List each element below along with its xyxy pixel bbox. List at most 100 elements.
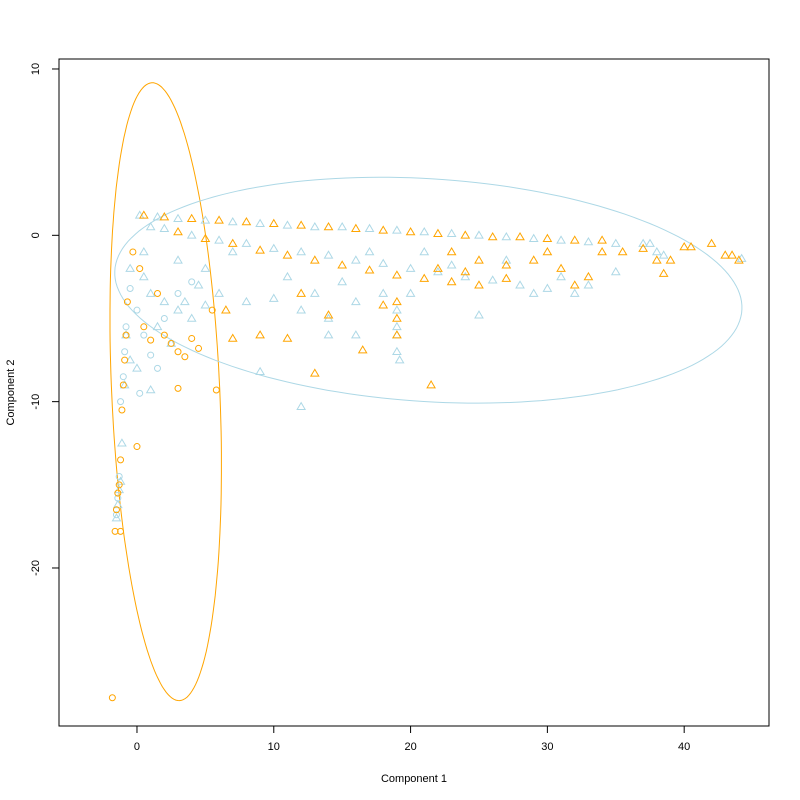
data-point-triangle <box>378 258 389 267</box>
data-point-triangle <box>446 246 457 256</box>
data-point-triangle <box>569 280 580 289</box>
data-point-circle <box>167 339 175 347</box>
data-point-triangle <box>268 218 279 227</box>
data-point-circle <box>136 265 144 273</box>
data-point-triangle <box>583 236 594 246</box>
data-point-triangle <box>658 268 669 277</box>
data-point-circle <box>112 511 120 519</box>
data-point-triangle <box>200 215 211 224</box>
data-point-circle <box>133 306 141 314</box>
data-point-circle <box>208 306 216 314</box>
data-point-triangle <box>706 238 717 247</box>
data-point-triangle <box>542 246 553 256</box>
data-point-triangle <box>658 250 669 259</box>
data-point-triangle <box>405 288 416 297</box>
data-point-circle <box>174 290 182 298</box>
data-point-triangle <box>446 260 457 269</box>
data-point-triangle <box>446 228 457 237</box>
data-point-circle <box>174 348 182 356</box>
data-point-triangle <box>227 333 238 342</box>
ellipse-layer <box>109 82 743 702</box>
data-point-triangle <box>255 218 265 227</box>
data-point-circle <box>119 373 127 381</box>
data-point-triangle <box>501 231 512 241</box>
data-point-triangle <box>686 241 696 251</box>
data-point-triangle <box>651 246 662 256</box>
data-point-triangle <box>296 246 307 256</box>
data-point-triangle <box>145 222 156 231</box>
data-point-triangle <box>117 438 127 447</box>
data-point-triangle <box>364 246 375 256</box>
data-point-triangle <box>350 296 361 306</box>
data-point-triangle <box>296 288 307 297</box>
data-point-triangle <box>665 255 676 264</box>
data-point-triangle <box>138 246 149 256</box>
data-point-triangle <box>617 246 628 256</box>
data-point-triangle <box>583 271 594 281</box>
data-point-triangle <box>392 313 402 322</box>
data-point-triangle <box>357 345 368 354</box>
data-point-triangle <box>405 227 416 236</box>
data-point-triangle <box>296 220 307 229</box>
data-point-triangle <box>394 355 405 364</box>
data-point-triangle <box>282 250 293 259</box>
data-point-triangle <box>214 288 224 297</box>
data-point-triangle <box>221 305 231 314</box>
data-point-triangle <box>569 235 580 244</box>
data-point-triangle <box>282 220 293 229</box>
data-point-circle <box>111 527 119 535</box>
data-point-triangle <box>152 321 163 331</box>
data-point-triangle <box>515 231 525 241</box>
data-point-triangle <box>173 213 183 222</box>
data-point-triangle <box>350 330 361 339</box>
data-point-triangle <box>125 263 136 272</box>
data-point-circle <box>121 356 129 364</box>
data-point-triangle <box>638 243 649 252</box>
data-point-circle <box>160 331 168 339</box>
data-point-triangle <box>679 241 690 251</box>
data-point-circle <box>153 364 161 372</box>
data-point-triangle <box>392 270 402 279</box>
data-point-triangle <box>645 238 655 247</box>
data-point-triangle <box>309 255 320 264</box>
data-point-triangle <box>159 296 170 306</box>
data-point-circle <box>212 386 220 394</box>
data-point-triangle <box>227 217 238 226</box>
data-point-circle <box>136 389 144 397</box>
data-point-triangle <box>323 250 334 259</box>
data-point-triangle <box>542 233 553 242</box>
y-tick-label: -20 <box>30 560 42 576</box>
data-point-triangle <box>309 368 320 377</box>
data-point-triangle <box>405 263 416 272</box>
data-point-triangle <box>727 250 737 259</box>
data-point-triangle <box>241 238 252 247</box>
data-point-triangle <box>392 296 402 306</box>
data-point-triangle <box>528 233 539 242</box>
data-point-triangle <box>114 484 125 494</box>
y-tick-label: 10 <box>30 63 42 75</box>
data-point-triangle <box>241 296 252 306</box>
data-point-triangle <box>323 330 334 339</box>
data-point-circle <box>122 331 130 339</box>
data-point-triangle <box>112 499 123 509</box>
data-point-circle <box>119 381 127 389</box>
data-point-triangle <box>446 276 457 286</box>
data-point-triangle <box>542 283 553 292</box>
data-point-triangle <box>227 246 238 256</box>
data-point-circle <box>140 331 148 339</box>
data-point-triangle <box>474 255 484 264</box>
data-point-triangle <box>583 280 594 289</box>
data-point-triangle <box>173 255 183 264</box>
data-point-triangle <box>556 263 566 272</box>
data-point-triangle <box>556 271 566 281</box>
data-point-circle <box>117 398 125 406</box>
data-point-circle <box>195 344 203 352</box>
data-point-triangle <box>337 222 348 231</box>
data-point-circle <box>181 353 189 361</box>
data-point-triangle <box>214 215 224 224</box>
data-point-triangle <box>337 276 348 286</box>
data-point-triangle <box>255 245 265 254</box>
data-point-circle <box>147 351 155 359</box>
data-point-triangle <box>255 366 265 376</box>
